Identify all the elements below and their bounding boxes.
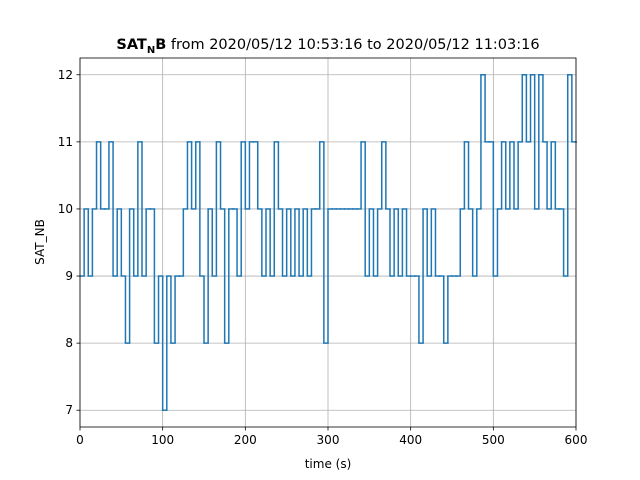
x-tick-label: 600 bbox=[565, 433, 588, 447]
y-tick-label: 10 bbox=[58, 202, 73, 216]
chart-title: SATNB from 2020/05/12 10:53:16 to 2020/0… bbox=[116, 37, 539, 56]
plot-frame bbox=[79, 57, 577, 428]
x-tick-label: 200 bbox=[234, 433, 257, 447]
y-tick-label: 9 bbox=[65, 269, 73, 283]
title-base: SAT bbox=[116, 37, 147, 53]
title-after: B bbox=[155, 37, 166, 53]
y-tick-label: 12 bbox=[58, 68, 73, 82]
x-tick-label: 500 bbox=[482, 433, 505, 447]
x-tick-label: 400 bbox=[399, 433, 422, 447]
title-text: from 2020/05/12 10:53:16 to 2020/05/12 1… bbox=[166, 37, 539, 53]
y-axis-label: SAT_NB bbox=[33, 219, 47, 265]
x-tick-label: 300 bbox=[317, 433, 340, 447]
y-tick-label: 7 bbox=[65, 403, 73, 417]
x-tick-label: 0 bbox=[76, 433, 84, 447]
x-axis-label: time (s) bbox=[305, 457, 352, 471]
title-subscript: N bbox=[147, 45, 155, 56]
y-tick-label: 8 bbox=[65, 336, 73, 350]
y-tick-label: 11 bbox=[58, 135, 73, 149]
x-tick-label: 100 bbox=[151, 433, 174, 447]
